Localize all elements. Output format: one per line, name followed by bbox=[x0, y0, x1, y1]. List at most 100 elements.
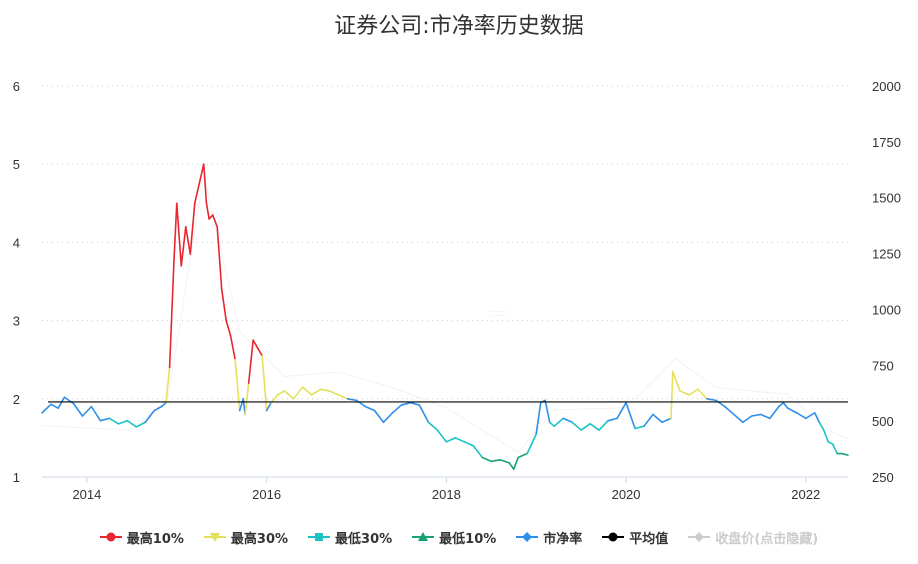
legend-item[interactable]: 市净率 bbox=[516, 528, 582, 547]
pb-segment bbox=[72, 402, 84, 417]
y-left-tick-label: 2 bbox=[13, 392, 20, 407]
pb-segment bbox=[688, 388, 699, 396]
pb-segment bbox=[562, 417, 573, 424]
legend-marker-icon bbox=[602, 532, 625, 542]
pb-segment bbox=[205, 202, 210, 220]
x-tick-label: 2016 bbox=[252, 487, 281, 502]
pb-segment bbox=[724, 405, 735, 416]
pb-segment bbox=[198, 163, 205, 185]
pb-segment bbox=[292, 386, 304, 400]
legend-label: 收盘价(点击隐藏) bbox=[715, 531, 819, 547]
pb-segment bbox=[346, 397, 358, 402]
pb-segment bbox=[108, 417, 120, 425]
pb-segment bbox=[265, 401, 272, 412]
pb-segment bbox=[126, 419, 138, 428]
pb-segment bbox=[41, 403, 52, 414]
pb-segment bbox=[90, 405, 102, 422]
pb-segment bbox=[328, 390, 340, 396]
close-price-series bbox=[41, 175, 849, 454]
pb-segment bbox=[189, 202, 196, 255]
pb-segment bbox=[571, 421, 582, 431]
legend-marker-icon bbox=[308, 533, 331, 541]
legend-label: 最低10% bbox=[439, 531, 497, 547]
pb-segment bbox=[616, 401, 627, 420]
pb-segment bbox=[733, 413, 744, 424]
pb-segment bbox=[50, 403, 59, 409]
pb-segment bbox=[697, 388, 708, 400]
axes: 1 2 3 4 5 6 250 500 750 1000 1250 1500 1750 2000 2014 2… bbox=[13, 79, 901, 502]
x-tick-label: 2022 bbox=[791, 487, 820, 502]
pb-segment bbox=[364, 405, 376, 412]
pb-segment bbox=[760, 413, 771, 420]
pb-segment bbox=[216, 225, 223, 291]
pb-segment bbox=[454, 437, 466, 443]
pb-segment bbox=[211, 214, 219, 228]
pb-segment bbox=[63, 396, 75, 405]
pb-segment bbox=[625, 401, 636, 430]
pb-segment bbox=[634, 425, 645, 430]
pb-segment bbox=[463, 441, 475, 447]
pb-segment bbox=[512, 456, 520, 470]
pb-segment bbox=[355, 399, 367, 408]
x-tick-label: 2014 bbox=[72, 487, 101, 502]
pb-segment bbox=[607, 417, 618, 422]
pb-segment bbox=[225, 319, 232, 338]
pb-segment bbox=[310, 388, 322, 396]
legend-item[interactable]: 最高10% bbox=[99, 528, 184, 547]
legend-marker-icon bbox=[688, 532, 711, 542]
pb-segment bbox=[706, 397, 717, 402]
legend-label: 平均值 bbox=[629, 531, 669, 547]
y-left-tick-label: 5 bbox=[13, 157, 20, 172]
legend-item[interactable]: 最高30% bbox=[203, 528, 288, 547]
pb-segment bbox=[175, 202, 183, 267]
y-right-tick-label: 1000 bbox=[872, 302, 901, 317]
watermark-dots: :::::: bbox=[490, 308, 505, 318]
pb-segment bbox=[548, 421, 555, 427]
pb-segment bbox=[508, 462, 515, 470]
pb-segment bbox=[526, 433, 538, 455]
y-right-tick-label: 1500 bbox=[872, 191, 901, 206]
pb-segment bbox=[778, 401, 785, 408]
pb-segment bbox=[715, 399, 726, 408]
pb-segment bbox=[301, 386, 313, 396]
pb-segment bbox=[180, 225, 187, 267]
pb-segment bbox=[276, 390, 286, 396]
pb-segment bbox=[173, 202, 178, 259]
pb-segment bbox=[382, 412, 394, 424]
pb-segment bbox=[238, 397, 245, 412]
pb-segment bbox=[661, 417, 672, 424]
legend-marker-icon bbox=[99, 532, 122, 542]
pb-segment bbox=[445, 437, 457, 443]
legend-item[interactable]: 最低30% bbox=[308, 528, 392, 547]
pb-segment bbox=[553, 417, 564, 427]
pb-segment bbox=[409, 401, 421, 406]
pb-segment bbox=[831, 443, 839, 455]
legend-item[interactable]: 最低10% bbox=[412, 528, 496, 547]
pb-segment bbox=[184, 225, 192, 255]
y-right-tick-label: 250 bbox=[872, 470, 894, 485]
pb-segment bbox=[400, 401, 412, 406]
pb-segment bbox=[786, 407, 798, 414]
pb-segment bbox=[202, 163, 208, 205]
pb-segment bbox=[769, 405, 780, 420]
pb-segment bbox=[535, 401, 542, 435]
pb-segment bbox=[751, 413, 762, 417]
pb-segment bbox=[679, 390, 690, 396]
pb-segment bbox=[427, 421, 439, 431]
pb-segment bbox=[782, 401, 789, 409]
legend-item[interactable]: 平均值 bbox=[602, 528, 668, 547]
legend: 最高10% 最高30% 最低30% 最低10% 市净率 平均值 收盘价(点击隐藏) bbox=[0, 526, 918, 548]
pb-segment bbox=[436, 429, 448, 443]
pb-segment bbox=[827, 441, 834, 445]
chart-title: 证券公司:市净率历史数据 bbox=[334, 14, 584, 39]
pb-segment bbox=[472, 444, 484, 459]
pb-segment bbox=[256, 347, 263, 357]
legend-label: 市净率 bbox=[543, 531, 583, 547]
pb-segment bbox=[795, 412, 807, 420]
y-left-tick-label: 6 bbox=[13, 79, 20, 94]
pb-segment bbox=[283, 390, 295, 400]
pb-segment bbox=[247, 339, 254, 384]
legend-item[interactable]: 收盘价(点击隐藏) bbox=[688, 528, 818, 547]
y-right-tick-label: 750 bbox=[872, 358, 894, 373]
y-right-tick-label: 1750 bbox=[872, 135, 901, 150]
